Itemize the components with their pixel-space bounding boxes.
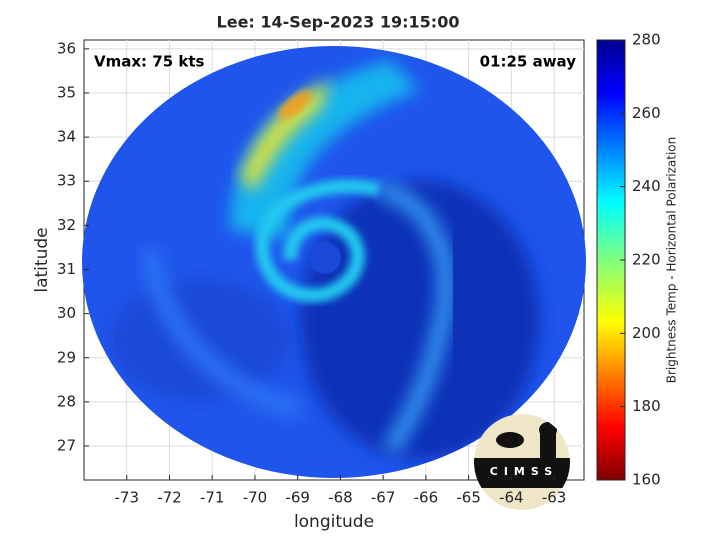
y-tick-label: 28 xyxy=(57,392,76,410)
x-tick-label: -73 xyxy=(114,489,139,507)
y-tick-label: 31 xyxy=(57,260,76,278)
y-tick-label: 36 xyxy=(57,39,76,57)
annotation: Vmax: 75 kts xyxy=(94,53,204,71)
colorbar-tick-label: 220 xyxy=(632,251,661,269)
x-tick-label: -66 xyxy=(414,489,439,507)
x-tick-label: -67 xyxy=(371,489,396,507)
satellite-image xyxy=(82,46,586,478)
y-tick-label: 29 xyxy=(57,348,76,366)
y-tick-label: 35 xyxy=(57,83,76,101)
x-tick-label: -69 xyxy=(285,489,310,507)
colorbar-label: Brightness Temp - Horizontal Polarizatio… xyxy=(665,137,679,384)
y-tick-label: 33 xyxy=(57,172,76,190)
x-tick-label: -72 xyxy=(157,489,182,507)
y-tick-label: 32 xyxy=(57,216,76,234)
annotation: 01:25 away xyxy=(480,53,577,71)
x-tick-label: -71 xyxy=(200,489,225,507)
x-tick-label: -63 xyxy=(542,489,567,507)
y-axis-label: latitude xyxy=(32,227,52,292)
x-tick-label: -64 xyxy=(499,489,524,507)
logo xyxy=(474,414,570,510)
x-tick-label: -65 xyxy=(456,489,481,507)
y-tick-label: 34 xyxy=(57,128,76,146)
colorbar-tick-label: 180 xyxy=(632,397,661,415)
y-tick-label: 27 xyxy=(57,437,76,455)
x-tick-label: -70 xyxy=(243,489,268,507)
colorbar-tick-label: 240 xyxy=(632,177,661,195)
x-tick-label: -68 xyxy=(328,489,353,507)
y-tick-label: 30 xyxy=(57,304,76,322)
colorbar-tick-label: 200 xyxy=(632,324,661,342)
logo-text: CIMSS xyxy=(490,465,558,478)
colorbar-tick-label: 260 xyxy=(632,104,661,122)
colorbar-tick-label: 160 xyxy=(632,471,661,489)
colorbar-tick-label: 280 xyxy=(632,31,661,49)
chart-title: Lee: 14-Sep-2023 19:15:00 xyxy=(217,13,460,32)
x-axis-label: longitude xyxy=(294,512,374,532)
